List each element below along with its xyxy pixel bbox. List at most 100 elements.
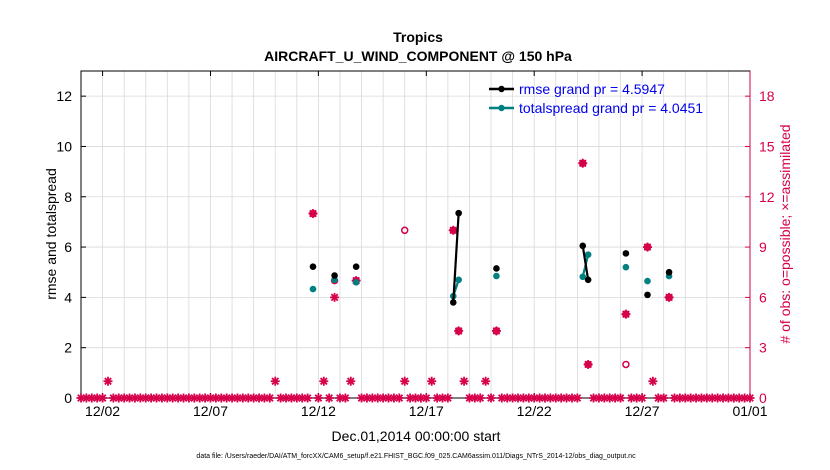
rmse-point xyxy=(455,209,462,217)
obs-assimilated-marker xyxy=(319,376,329,386)
obs-assimilated-marker-d2 xyxy=(460,377,468,386)
y-tick-label-10: 10 xyxy=(56,138,72,154)
obs-assimilated-zero-marker xyxy=(394,393,404,403)
legend-rmse-marker xyxy=(498,85,505,93)
obs-assimilated-marker-d2 xyxy=(271,377,280,386)
obs-possible-marker xyxy=(643,243,652,251)
obs-assimilated-zero-marker xyxy=(486,393,496,403)
obs-possible-marker xyxy=(449,226,458,235)
legend: rmse grand pr = 4.5947 totalspread grand… xyxy=(489,81,703,116)
y2-axis-ticks: 0 3 6 9 12 15 18 xyxy=(745,71,775,406)
rmse-point xyxy=(584,276,592,284)
obs-possible-marker xyxy=(492,327,501,335)
y-tick-label-2: 2 xyxy=(64,340,72,356)
y2-tick-label-0: 0 xyxy=(759,390,767,406)
obs-assimilated-marker-d2 xyxy=(330,293,339,302)
obs-assimilated-zero-marker xyxy=(421,393,431,403)
plot-area-frame xyxy=(80,70,751,399)
obs-assimilated-zero-marker-d2 xyxy=(659,394,668,402)
rmse-point xyxy=(665,268,673,276)
y2-axis-label: # of obs: o=possible; ×=assimilated xyxy=(777,124,793,343)
obs-assimilated-zero-marker-d2 xyxy=(616,394,625,402)
obs-assimilated-marker-d2 xyxy=(319,377,328,386)
obs-possible-series xyxy=(309,159,673,369)
legend-spread-marker xyxy=(498,104,505,112)
obs-possible-marker xyxy=(584,360,592,369)
x-tick-label-12/12: 12/12 xyxy=(301,403,336,419)
totalspread-point xyxy=(622,263,630,271)
y2-tick-label-6: 6 xyxy=(759,289,767,305)
obs-assimilated-marker xyxy=(648,376,658,386)
y-tick-label-8: 8 xyxy=(64,189,72,205)
obs-assimilated-zero-marker-d2 xyxy=(573,394,582,402)
obs-possible-marker xyxy=(622,360,630,369)
rmse-point xyxy=(493,265,500,272)
x-tick-label-12/02: 12/02 xyxy=(85,403,120,419)
totalspread-point xyxy=(455,276,462,284)
obs-assimilated-zero-marker xyxy=(475,393,485,403)
y-tick-label-12: 12 xyxy=(56,88,72,104)
y-tick-label-4: 4 xyxy=(64,289,72,305)
y2-tick-label-12: 12 xyxy=(759,189,775,205)
obs-assimilated-zero-marker xyxy=(324,393,334,403)
totalspread-point xyxy=(644,277,651,285)
obs-assimilated-zero-marker-d2 xyxy=(746,394,754,402)
obs-assimilated-zero-marker xyxy=(572,393,582,403)
obs-assimilated-zero-marker xyxy=(443,393,453,403)
y2-tick-label-9: 9 xyxy=(759,239,767,255)
x-axis-ticks: 12/02 12/07 12/12 12/17 12/22 12/27 01/01 xyxy=(85,71,768,419)
obs-assimilated-zero-marker-d2 xyxy=(395,394,404,402)
rmse-line xyxy=(581,245,590,280)
obs-assimilated-zero-marker-d2 xyxy=(638,394,646,402)
obs-assimilated-zero-marker-d2 xyxy=(265,394,274,402)
obs-assimilated-zero-marker xyxy=(303,393,313,403)
obs-assimilated-zero-marker xyxy=(313,393,323,403)
rmse-point xyxy=(449,299,457,306)
obs-assimilated-zero-marker xyxy=(745,393,755,403)
obs-assimilated-zero-marker-d2 xyxy=(325,394,334,402)
obs-assimilated-zero-marker-d2 xyxy=(487,394,495,402)
totalspread-point xyxy=(309,285,317,293)
obs-assimilated-marker-d2 xyxy=(427,377,436,386)
y-tick-label-0: 0 xyxy=(64,390,72,406)
obs-assimilated-zero-marker-d2 xyxy=(422,394,431,402)
y2-tick-label-3: 3 xyxy=(759,340,767,356)
obs-assimilated-marker xyxy=(427,376,437,386)
totalspread-point xyxy=(584,251,592,258)
grid-lines xyxy=(81,71,750,398)
x-tick-label-12/07: 12/07 xyxy=(193,403,228,419)
data-file-footnote: data file: /Users/raeder/DAI/ATM_forcXX/… xyxy=(196,453,636,460)
chart-subtitle: AIRCRAFT_U_WIND_COMPONENT @ 150 hPa xyxy=(264,48,572,64)
legend-rmse-label: rmse grand pr = 4.5947 xyxy=(519,81,665,97)
rmse-line xyxy=(452,213,460,303)
obs-assimilated-marker xyxy=(103,376,113,386)
y2-tick-label-15: 15 xyxy=(759,138,775,154)
rmse-point xyxy=(309,263,317,270)
obs-assimilated-zero-marker xyxy=(616,393,626,403)
obs-assimilated-zero-marker-d2 xyxy=(98,394,107,402)
obs-assimilated-marker xyxy=(270,376,280,386)
obs-possible-marker xyxy=(454,327,463,335)
obs-possible-marker xyxy=(622,310,630,318)
obs-assimilated-zero-marker xyxy=(637,393,647,403)
obs-assimilated-marker-d2 xyxy=(346,377,355,386)
rmse-point xyxy=(622,250,630,257)
totalspread-point xyxy=(493,272,500,280)
totalspread-point xyxy=(579,273,587,281)
obs-assimilated-zero-marker-d2 xyxy=(303,394,312,402)
x-tick-label-12/27: 12/27 xyxy=(625,403,660,419)
obs-possible-marker xyxy=(579,159,587,167)
totalspread-point xyxy=(352,278,360,286)
y2-tick-label-18: 18 xyxy=(759,88,775,104)
x-axis-label: Dec.01,2014 00:00:00 start xyxy=(332,428,501,444)
obs-assimilated-zero-marker xyxy=(98,393,108,403)
chart-title: Tropics xyxy=(393,29,443,45)
obs-assimilated-zero-marker-d2 xyxy=(341,394,350,402)
x-tick-label-12/22: 12/22 xyxy=(517,403,552,419)
obs-assimilated-marker-d2 xyxy=(649,377,657,386)
obs-assimilated-zero-marker-d2 xyxy=(476,394,485,402)
x-tick-label-01/01: 01/01 xyxy=(732,403,767,419)
obs-possible-marker xyxy=(309,209,317,218)
y-axis-ticks: 0 2 4 6 8 10 12 xyxy=(56,88,86,406)
